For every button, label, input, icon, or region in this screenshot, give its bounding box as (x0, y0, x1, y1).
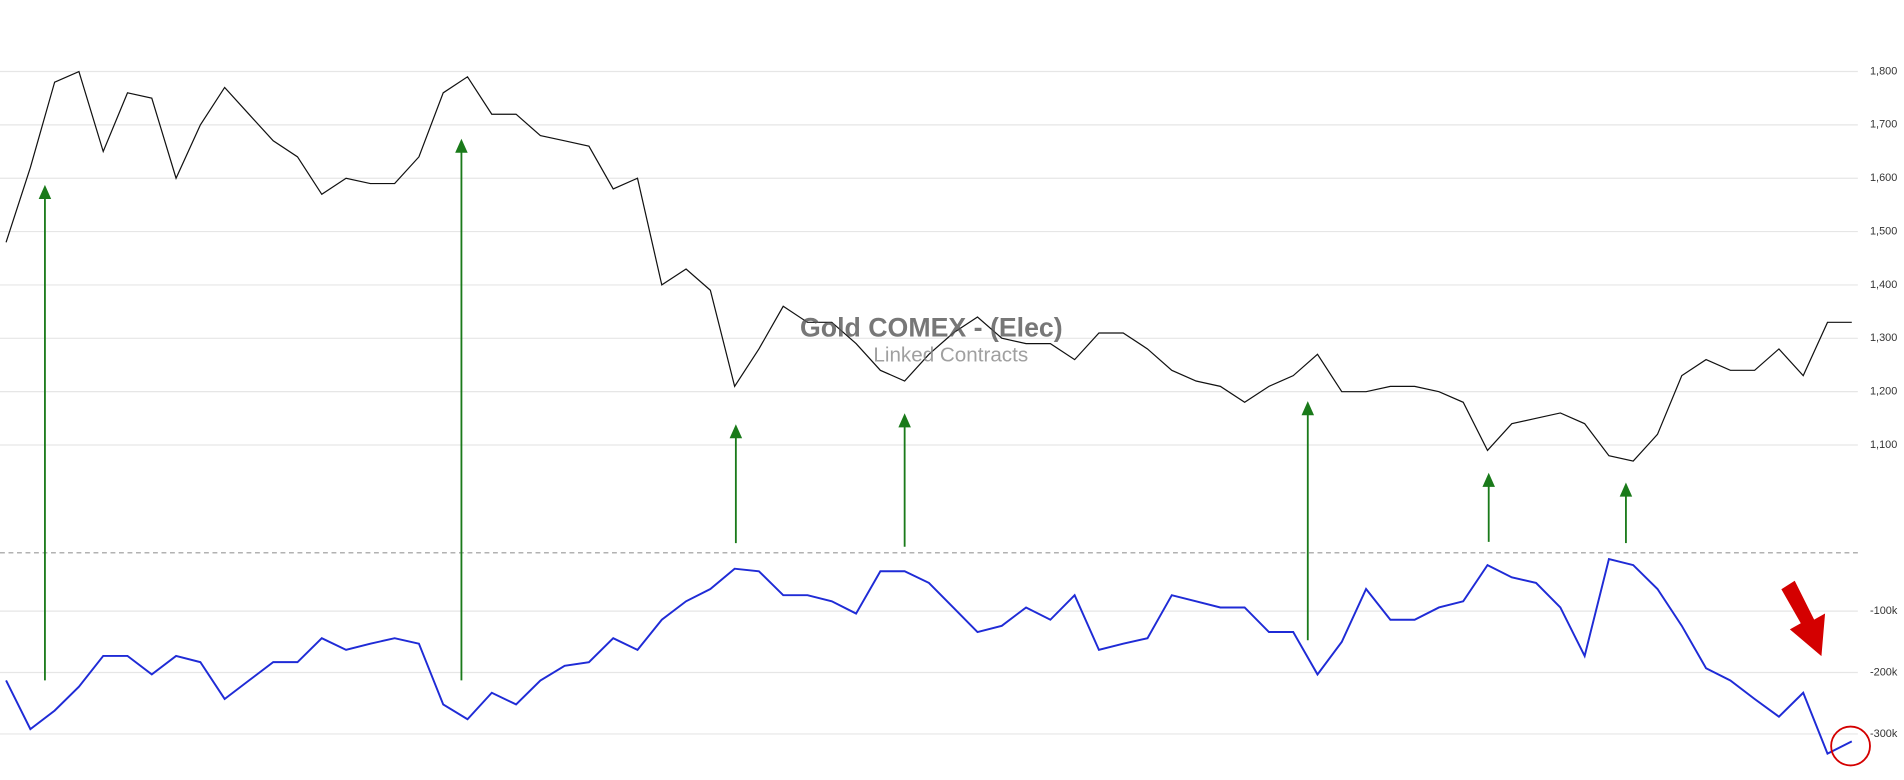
highlight-circle (1830, 725, 1871, 767)
arrow-head (455, 138, 468, 153)
y-tick-label: 1,600 (1870, 172, 1897, 184)
y-tick-label: 1,500 (1870, 225, 1897, 237)
watermark-subtitle: Linked Contracts (873, 343, 1028, 366)
arrow-head (1619, 482, 1633, 497)
y-tick-label: 1,300 (1870, 332, 1897, 344)
arrow-head (1301, 401, 1315, 416)
watermark-title: Gold COMEX - (Elec) (800, 312, 1063, 342)
arrow-head (38, 184, 52, 199)
y-tick-label: -300k (1870, 728, 1898, 740)
y-tick-label: 1,800 (1870, 65, 1897, 77)
y-tick-label: 1,400 (1870, 279, 1897, 291)
data-line (5, 557, 1853, 755)
y-tick-label: 1,100 (1870, 439, 1897, 451)
y-tick-label: -100k (1870, 605, 1898, 617)
y-tick-label: -200k (1870, 666, 1898, 678)
annotation-arrows (38, 138, 1633, 681)
data-line (5, 70, 1852, 462)
arrow-head (1482, 472, 1495, 487)
marks: 1,100 1,200 1,300 1,400 1,500 1,600 1,700 1,800… (0, 65, 1898, 755)
arrow-head (729, 424, 743, 439)
y-tick-label: 1,200 (1870, 386, 1897, 398)
y-tick-label: 1,700 (1870, 119, 1897, 131)
red-arrow (1781, 580, 1826, 657)
arrow-head (898, 413, 911, 428)
